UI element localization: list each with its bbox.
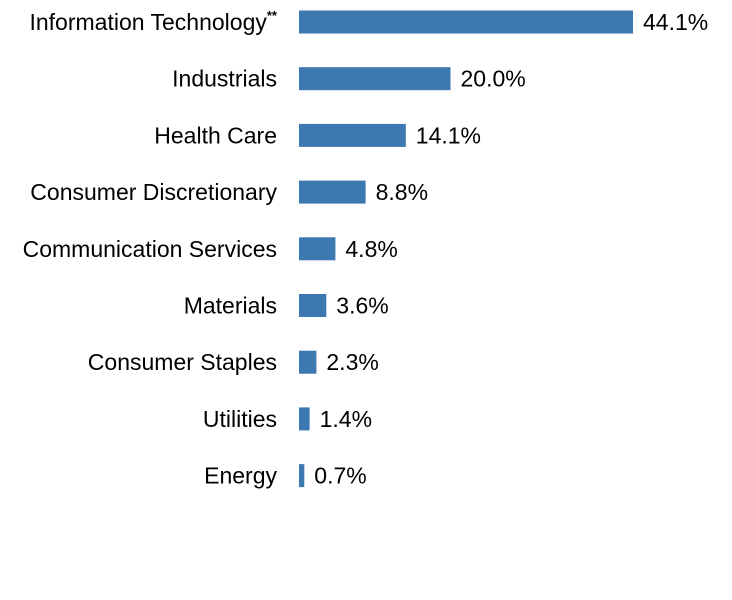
value-label: 3.6% [336,293,388,319]
bar-communication-services [299,237,336,261]
category-label: Consumer Discretionary [30,179,277,205]
category-label: Materials [184,293,277,319]
bar-information-technology [299,10,633,34]
value-label: 0.7% [314,463,366,489]
bar-consumer-discretionary [299,180,366,204]
labels-layer: Information Technology** 44.1% Industrials… [23,8,709,489]
value-label: 20.0% [461,66,526,92]
category-footnote-marker: ** [267,8,278,23]
bar-utilities [299,407,310,431]
value-label: 1.4% [320,406,372,432]
bar-industrials [299,67,451,91]
category-label: Communication Services [23,236,277,262]
category-label: Information Technology** [29,8,277,35]
value-label: 8.8% [376,179,428,205]
bars-layer [299,10,633,488]
value-label: 44.1% [643,9,708,35]
value-label: 2.3% [326,349,378,375]
value-label: 14.1% [416,122,481,148]
category-label: Consumer Staples [88,349,277,375]
bar-materials [299,294,327,317]
value-label: 4.8% [345,236,397,262]
bar-consumer-staples [299,350,317,374]
bar-health-care [299,123,406,147]
category-label: Industrials [172,66,277,92]
category-label: Health Care [154,122,277,148]
bar-energy [299,464,305,488]
category-label: Utilities [203,406,277,432]
category-label: Energy [204,463,277,489]
